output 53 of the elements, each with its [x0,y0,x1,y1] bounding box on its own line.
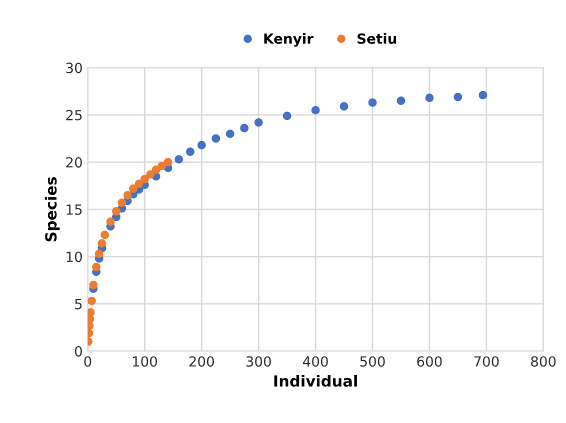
x-axis-title: Individual [274,374,357,387]
point [118,198,126,208]
point [134,180,144,188]
point [425,94,434,102]
point [88,296,96,306]
point [254,118,263,127]
x-tick-label: 0 [84,356,92,367]
y-axis-title: Species [44,177,60,242]
y-tick-label: 20 [66,157,82,168]
point [340,102,348,111]
point [123,190,132,200]
point [197,140,206,150]
y-tick-label: 5 [75,299,82,310]
legend-label: Setiu [358,33,396,44]
point [89,280,98,290]
point [94,250,104,258]
point [282,112,292,120]
point [146,170,155,179]
point [478,90,488,100]
point [92,262,101,272]
legend-label: Kenyir [264,33,314,47]
y-tick-label: 30 [66,62,82,74]
x-tick-label: 100 [132,356,158,367]
point [368,98,377,107]
point [129,184,138,193]
x-tick-label: 600 [417,356,442,367]
point [240,124,249,132]
point [98,239,106,248]
point [454,92,462,102]
point [106,217,115,226]
y-tick-label: 25 [66,110,82,120]
point [100,230,110,240]
x-tick-label: 300 [246,356,271,367]
point [174,155,184,164]
point [226,130,234,138]
y-tick-label: 10 [66,252,82,262]
point [311,106,320,114]
y-tick-label: 0 [74,346,82,357]
point [396,96,406,105]
point [152,165,160,174]
point [164,158,172,166]
point [140,174,149,184]
x-tick-label: 500 [360,356,385,367]
point [88,308,95,317]
point [212,134,220,143]
x-tick-label: 400 [302,356,328,367]
x-tick-label: 200 [189,356,214,367]
x-tick-label: 700 [474,356,499,367]
point [112,207,120,216]
point [186,148,194,156]
x-tick-label: 800 [531,356,556,367]
point [158,162,166,170]
y-tick-label: 15 [66,204,82,215]
